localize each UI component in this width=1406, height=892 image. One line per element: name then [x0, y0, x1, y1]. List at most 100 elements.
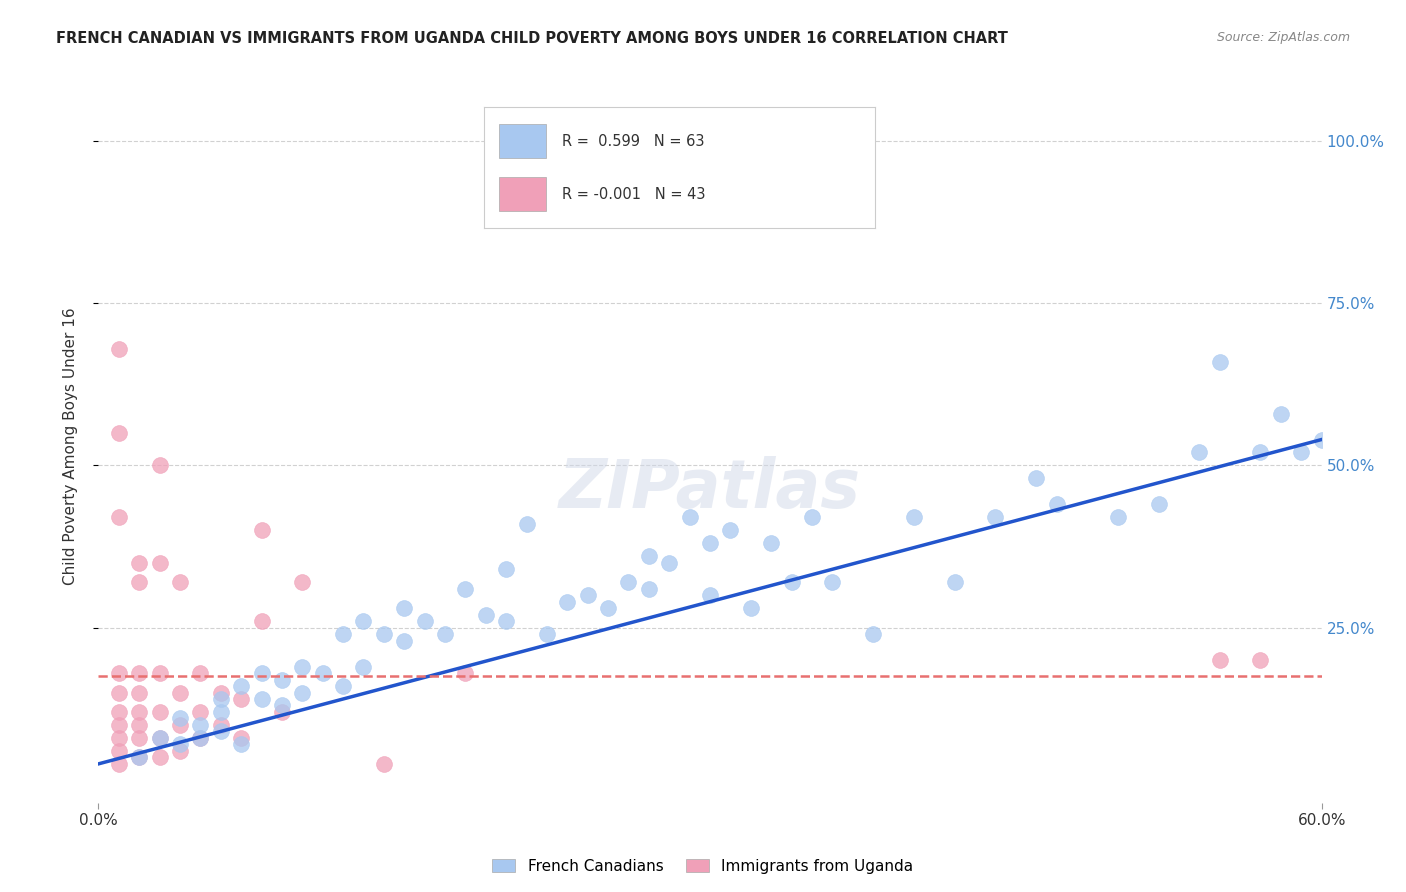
Point: [270, 698, 294, 713]
Point: [270, 673, 294, 687]
Point: [821, 575, 844, 590]
Point: [169, 744, 191, 758]
Point: [1310, 433, 1333, 447]
Point: [188, 731, 212, 745]
Point: [149, 666, 172, 681]
Point: [250, 692, 273, 706]
Point: [312, 666, 335, 681]
Point: [495, 614, 517, 628]
Point: [658, 556, 681, 570]
Point: [291, 575, 314, 590]
Point: [392, 601, 416, 615]
Point: [801, 510, 824, 524]
Point: [1209, 354, 1232, 368]
Point: [188, 705, 212, 719]
Point: [108, 666, 131, 681]
Point: [108, 731, 131, 745]
Point: [169, 685, 191, 699]
Text: Source: ZipAtlas.com: Source: ZipAtlas.com: [1216, 31, 1350, 45]
Point: [209, 692, 232, 706]
Point: [128, 705, 150, 719]
Point: [128, 556, 150, 570]
Point: [598, 601, 620, 615]
Point: [761, 536, 783, 550]
Point: [209, 685, 232, 699]
Point: [128, 575, 150, 590]
Point: [536, 627, 558, 641]
Point: [108, 705, 131, 719]
Point: [720, 524, 742, 538]
Point: [128, 666, 150, 681]
Point: [699, 536, 721, 550]
Point: [188, 666, 212, 681]
Point: [495, 562, 517, 576]
Point: [1249, 445, 1271, 459]
Point: [108, 342, 131, 356]
Point: [270, 705, 294, 719]
Y-axis label: Child Poverty Among Boys Under 16: Child Poverty Among Boys Under 16: [63, 307, 77, 585]
Point: [392, 633, 416, 648]
Point: [638, 549, 661, 564]
Point: [231, 692, 253, 706]
Point: [108, 718, 131, 732]
Point: [149, 458, 172, 473]
Point: [250, 524, 273, 538]
Point: [128, 685, 150, 699]
Point: [169, 738, 191, 752]
Point: [557, 595, 579, 609]
Point: [169, 718, 191, 732]
Point: [149, 705, 172, 719]
Point: [209, 724, 232, 739]
Point: [413, 614, 436, 628]
Point: [1291, 445, 1313, 459]
Point: [1249, 653, 1271, 667]
Text: ZIPatlas: ZIPatlas: [560, 456, 860, 522]
Point: [332, 627, 354, 641]
Point: [943, 575, 966, 590]
Point: [1045, 497, 1069, 511]
Point: [862, 627, 884, 641]
Point: [638, 582, 661, 596]
Point: [108, 510, 131, 524]
Point: [454, 666, 477, 681]
Point: [454, 582, 477, 596]
Point: [332, 679, 354, 693]
Point: [780, 575, 803, 590]
Point: [903, 510, 925, 524]
Point: [373, 627, 395, 641]
Point: [291, 685, 314, 699]
Point: [128, 750, 150, 764]
Point: [1107, 510, 1129, 524]
Point: [128, 750, 150, 764]
Point: [108, 744, 131, 758]
Point: [740, 601, 762, 615]
Point: [352, 659, 374, 673]
Point: [474, 607, 498, 622]
Point: [231, 738, 253, 752]
Point: [434, 627, 457, 641]
Point: [1270, 407, 1292, 421]
Point: [679, 510, 702, 524]
Legend: French Canadians, Immigrants from Uganda: French Canadians, Immigrants from Uganda: [486, 853, 920, 880]
Point: [128, 731, 150, 745]
Point: [250, 666, 273, 681]
Point: [108, 685, 131, 699]
Point: [1147, 497, 1170, 511]
Point: [149, 731, 172, 745]
Point: [250, 614, 273, 628]
Text: FRENCH CANADIAN VS IMMIGRANTS FROM UGANDA CHILD POVERTY AMONG BOYS UNDER 16 CORR: FRENCH CANADIAN VS IMMIGRANTS FROM UGAND…: [56, 31, 1008, 46]
Point: [209, 718, 232, 732]
Point: [984, 510, 1007, 524]
Point: [1025, 471, 1047, 485]
Point: [188, 718, 212, 732]
Point: [291, 659, 314, 673]
Point: [209, 705, 232, 719]
Point: [108, 425, 131, 440]
Point: [699, 588, 721, 602]
Point: [169, 711, 191, 725]
Point: [108, 756, 131, 771]
Point: [352, 614, 374, 628]
Point: [231, 731, 253, 745]
Point: [516, 516, 538, 531]
Point: [188, 731, 212, 745]
